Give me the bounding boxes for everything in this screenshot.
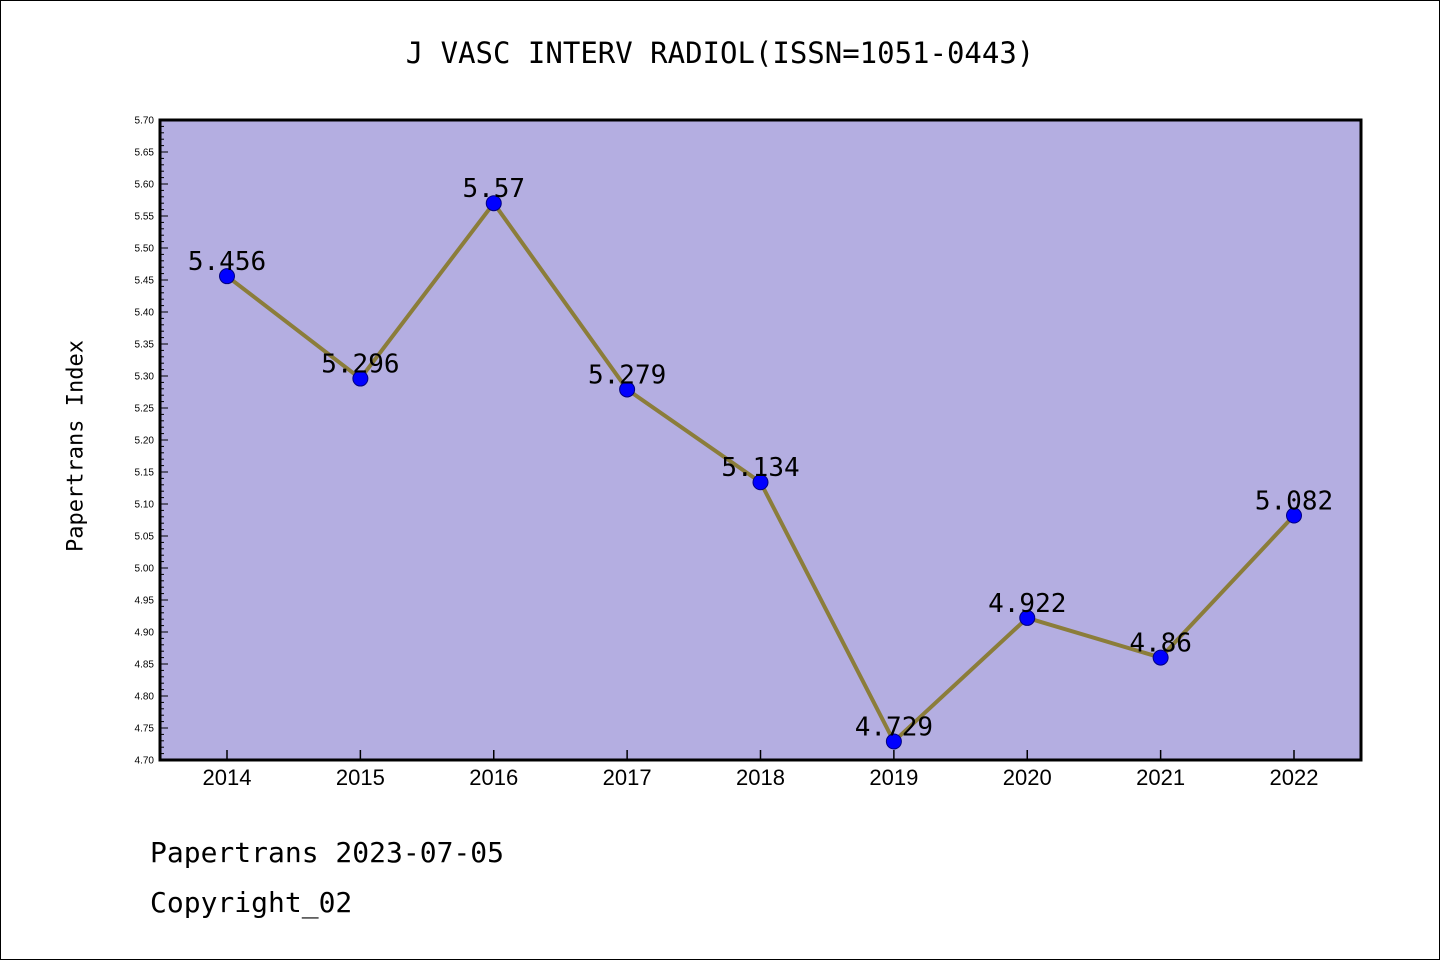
data-point [1019,609,1036,626]
x-axis: 2014 2015 2016 2017 2018 2019 2020 2021 2022 [203,750,1319,790]
y-tick-label: 5.70 [135,116,155,127]
x-tick-label: 2018 [736,765,785,790]
x-tick-label: 2019 [869,765,918,790]
y-tick-label: 4.90 [135,628,155,639]
data-points [219,195,1302,750]
x-tick-label: 2016 [469,765,518,790]
y-tick-label: 5.20 [135,436,155,447]
y-tick-label: 5.55 [135,212,155,223]
plot-border [158,118,1363,762]
data-point [352,370,369,387]
data-point [1286,507,1302,524]
y-tick-label: 5.05 [135,532,155,543]
y-tick-label: 4.85 [135,660,155,671]
x-tick-label: 2014 [203,765,252,790]
data-label: 4.729 [855,712,933,742]
x-tick-label: 2017 [603,765,652,790]
y-tick-label: 5.40 [135,308,155,319]
data-point [619,381,636,398]
y-tick-label: 4.95 [135,596,155,607]
data-label: 5.082 [1255,487,1333,517]
y-tick-label: 4.80 [135,692,155,703]
data-label: 5.456 [188,247,266,277]
data-labels: 5.456 5.296 5.57 5.279 5.134 4.729 4.922 4.86 5.… [188,174,1333,742]
data-label: 5.134 [721,453,799,483]
y-tick-label: 5.45 [135,276,155,287]
x-tick-label: 2022 [1270,765,1319,790]
y-tick-label: 4.75 [135,724,155,735]
data-label: 4.922 [988,589,1066,619]
data-point [219,268,235,285]
data-label: 4.86 [1129,629,1192,659]
footer-date: Papertrans 2023-07-05 [150,836,505,869]
y-tick-label: 5.50 [135,244,155,255]
data-label: 5.57 [462,174,525,204]
y-tick-label: 5.30 [135,372,155,383]
y-axis: 4.70 4.75 4.80 4.85 4.90 4.95 5.00 5.05 5.10 5.15… [135,116,168,767]
data-label: 5.296 [321,350,399,380]
y-tick-label: 5.15 [135,468,155,479]
plot-area [160,120,1361,760]
x-tick-label: 2020 [1003,765,1052,790]
y-tick-label: 5.60 [135,180,155,191]
data-point [885,733,902,750]
y-tick-label: 5.25 [135,404,155,415]
y-tick-label: 5.10 [135,500,155,511]
footer-copyright: Copyright_02 [150,886,353,919]
y-tick-label: 4.70 [135,756,155,767]
y-tick-label: 5.65 [135,148,155,159]
data-point [485,195,502,212]
data-label: 5.279 [588,360,666,390]
x-tick-label: 2021 [1136,765,1185,790]
chart-title: J VASC INTERV RADIOL(ISSN=1051-0443) [405,36,1035,70]
data-point [1152,649,1169,666]
y-tick-label: 5.35 [135,340,155,351]
x-tick-label: 2015 [336,765,385,790]
data-point [752,474,769,491]
y-tick-label: 5.00 [135,564,155,575]
